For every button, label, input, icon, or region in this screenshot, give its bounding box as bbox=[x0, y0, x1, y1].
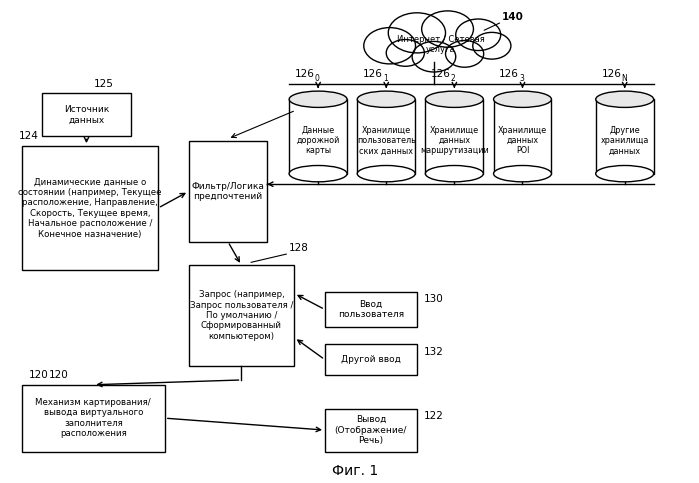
Text: 126: 126 bbox=[431, 69, 451, 79]
Text: Запрос (например,
Запрос пользователя /
По умолчанию /
Сформированный
компьютеро: Запрос (например, Запрос пользователя / … bbox=[189, 290, 293, 341]
Ellipse shape bbox=[493, 91, 552, 107]
Text: Ввод
пользователя: Ввод пользователя bbox=[338, 300, 404, 319]
Circle shape bbox=[388, 13, 445, 53]
Circle shape bbox=[412, 42, 456, 72]
Text: 2: 2 bbox=[451, 74, 456, 83]
Text: 140: 140 bbox=[502, 12, 524, 22]
Text: Хранилище
данных
маршрутизации: Хранилище данных маршрутизации bbox=[420, 126, 489, 156]
FancyBboxPatch shape bbox=[325, 344, 417, 375]
Text: Данные
дорожной
карты: Данные дорожной карты bbox=[296, 126, 340, 156]
Ellipse shape bbox=[596, 91, 654, 107]
Text: Механизм картирования/
вывода виртуального
заполнителя
расположения: Механизм картирования/ вывода виртуально… bbox=[36, 398, 151, 438]
FancyBboxPatch shape bbox=[325, 292, 417, 327]
Text: Фильтр/Логика
предпочтений: Фильтр/Логика предпочтений bbox=[192, 182, 264, 201]
Bar bbox=[493, 99, 552, 174]
Circle shape bbox=[363, 28, 415, 64]
Text: Другие
хранилища
данных: Другие хранилища данных bbox=[600, 126, 649, 156]
Text: 126: 126 bbox=[295, 69, 315, 79]
FancyBboxPatch shape bbox=[42, 94, 131, 137]
Circle shape bbox=[473, 32, 511, 59]
Circle shape bbox=[421, 11, 473, 47]
Ellipse shape bbox=[426, 166, 483, 182]
Ellipse shape bbox=[596, 166, 654, 182]
Text: 126: 126 bbox=[499, 69, 519, 79]
Text: 131: 131 bbox=[303, 99, 323, 109]
Text: Интернет / Сетевая
услуга: Интернет / Сетевая услуга bbox=[397, 35, 484, 54]
Bar bbox=[596, 99, 654, 174]
Circle shape bbox=[387, 40, 424, 66]
Circle shape bbox=[456, 19, 500, 51]
Text: Хранилище
данных
POI: Хранилище данных POI bbox=[498, 126, 547, 156]
Text: Источник
данных: Источник данных bbox=[64, 105, 109, 125]
Text: 128: 128 bbox=[289, 243, 309, 254]
Text: 0: 0 bbox=[315, 74, 319, 83]
Text: 124: 124 bbox=[18, 131, 38, 141]
FancyBboxPatch shape bbox=[325, 409, 417, 452]
Text: 122: 122 bbox=[424, 411, 444, 421]
Text: 1: 1 bbox=[383, 74, 387, 83]
Ellipse shape bbox=[289, 166, 347, 182]
Text: Фиг. 1: Фиг. 1 bbox=[333, 464, 379, 478]
Text: 132: 132 bbox=[424, 346, 444, 356]
Ellipse shape bbox=[357, 166, 415, 182]
Text: 126: 126 bbox=[601, 69, 621, 79]
Circle shape bbox=[445, 41, 484, 67]
FancyBboxPatch shape bbox=[22, 146, 158, 270]
Bar bbox=[289, 99, 347, 174]
FancyBboxPatch shape bbox=[189, 265, 294, 366]
Text: Хранилище
пользователь
ских данных: Хранилище пользователь ских данных bbox=[356, 126, 416, 156]
Text: 120: 120 bbox=[29, 370, 48, 380]
Bar bbox=[426, 99, 483, 174]
Text: N: N bbox=[621, 74, 627, 83]
Text: 3: 3 bbox=[519, 74, 524, 83]
FancyBboxPatch shape bbox=[22, 385, 165, 452]
Ellipse shape bbox=[426, 91, 483, 107]
Text: 120: 120 bbox=[49, 370, 69, 380]
Text: 125: 125 bbox=[94, 79, 113, 89]
Text: Динамические данные о
состоянии (например, Текущее
расположение, Направление,
Ск: Динамические данные о состоянии (наприме… bbox=[18, 178, 161, 239]
Bar bbox=[357, 99, 415, 174]
Text: 126: 126 bbox=[363, 69, 383, 79]
Ellipse shape bbox=[289, 91, 347, 107]
Ellipse shape bbox=[357, 91, 415, 107]
Ellipse shape bbox=[493, 166, 552, 182]
Text: 130: 130 bbox=[424, 294, 443, 304]
Text: Другой ввод: Другой ввод bbox=[341, 355, 401, 364]
Text: Вывод
(Отображение/
Речь): Вывод (Отображение/ Речь) bbox=[335, 415, 407, 445]
FancyBboxPatch shape bbox=[189, 141, 267, 242]
